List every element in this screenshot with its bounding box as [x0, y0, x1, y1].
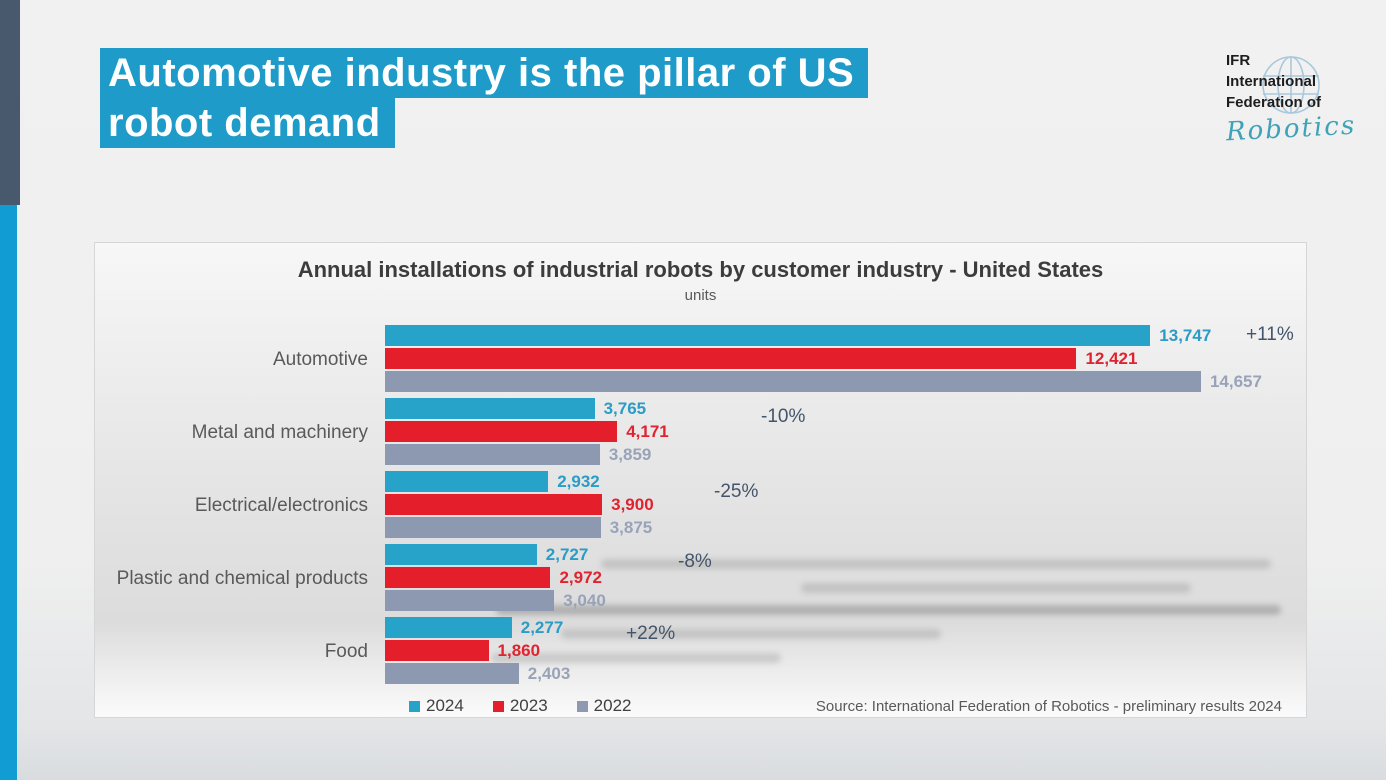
motion-blur-artifact	[496, 605, 1281, 615]
bar-group-2: Metal and machinery 3,765 4,171 3,859 -10%	[95, 396, 1306, 469]
legend-item-2023: 2023	[492, 696, 548, 716]
bar-2022	[385, 444, 600, 465]
legend-item-2022: 2022	[576, 696, 632, 716]
plot-area: 2,727 2,972 3,040 -8%	[385, 542, 1308, 615]
motion-blur-artifact	[801, 583, 1191, 593]
ifr-logo: IFR International Federation of Robotics	[1225, 50, 1376, 147]
bar-2022	[385, 517, 601, 538]
bar-2024	[385, 471, 549, 492]
value-label-2022: 3,859	[608, 445, 652, 464]
change-label: -10%	[761, 406, 806, 427]
plot-area: 2,932 3,900 3,875 -25%	[385, 469, 1308, 542]
bar-2023	[385, 348, 1077, 369]
motion-blur-artifact	[561, 629, 941, 639]
bar-2023	[385, 640, 489, 661]
chart-subtitle: units	[684, 287, 717, 304]
bar-2024	[385, 544, 537, 565]
legend-label: 2023	[509, 696, 548, 715]
slide-title: Automotive industry is the pillar of US …	[100, 48, 869, 148]
value-label-2024: 2,727	[545, 545, 589, 564]
logo-robotics-script: Robotics	[1225, 110, 1357, 148]
bar-2024	[385, 398, 595, 419]
change-label: -8%	[678, 551, 712, 572]
value-label-2024: 2,277	[520, 618, 564, 637]
bar-group-5: Food 2,277 1,860 2,403 +22%	[95, 615, 1306, 688]
bar-2024	[385, 617, 512, 638]
category-label: Plastic and chemical products	[116, 568, 368, 589]
accent-strip-dark	[0, 0, 20, 205]
value-label-2023: 4,171	[626, 422, 669, 441]
bar-2022	[385, 590, 555, 611]
legend-label: 2022	[593, 696, 632, 715]
motion-blur-artifact	[601, 559, 1271, 569]
slide-title-line-2: robot demand	[100, 98, 395, 148]
bar-2022	[385, 371, 1201, 392]
logo-line-federation: Federation of	[1226, 94, 1322, 111]
chart-rows: Automotive 13,747 12,421 14,657 +11% Metal an…	[95, 323, 1306, 688]
value-label-2024: 2,932	[557, 472, 600, 491]
value-label-2023: 1,860	[497, 641, 541, 660]
category-label: Automotive	[272, 349, 368, 370]
logo-line-international: International	[1226, 73, 1317, 90]
bar-group-3: Electrical/electronics 2,932 3,900 3,875 -25…	[95, 469, 1306, 542]
legend-swatch-icon	[492, 700, 504, 712]
slide-title-line-1: Automotive industry is the pillar of US	[100, 48, 869, 98]
plot-area: 13,747 12,421 14,657 +11%	[385, 323, 1308, 396]
change-label: -25%	[714, 481, 759, 502]
plot-area: 2,277 1,860 2,403 +22%	[385, 615, 1308, 688]
change-label: +11%	[1246, 324, 1294, 345]
category-label: Electrical/electronics	[194, 495, 368, 516]
bar-2024	[385, 325, 1151, 346]
bar-2023	[385, 567, 551, 588]
value-label-2023: 3,900	[611, 495, 654, 514]
source-note: Source: International Federation of Robo…	[815, 698, 1282, 715]
value-label-2022: 3,875	[609, 518, 653, 537]
globe-icon	[1262, 56, 1320, 114]
bar-group-1: Automotive 13,747 12,421 14,657 +11%	[95, 323, 1306, 396]
bar-2023	[385, 494, 603, 515]
chart-legend: 2024 2023 2022	[409, 696, 631, 716]
legend-swatch-icon	[576, 700, 588, 712]
value-label-2022: 14,657	[1209, 372, 1262, 391]
chart-panel: Annual installations of industrial robot…	[94, 242, 1307, 718]
motion-blur-artifact	[491, 653, 781, 663]
bar-2023	[385, 421, 618, 442]
change-label: +22%	[626, 623, 676, 644]
value-label-2024: 3,765	[603, 399, 647, 418]
bar-group-4: Plastic and chemical products 2,727 2,972 3…	[95, 542, 1306, 615]
accent-strip-cyan	[0, 205, 17, 780]
value-label-2022: 2,403	[527, 664, 571, 683]
plot-area: 3,765 4,171 3,859 -10%	[385, 396, 1308, 469]
category-label: Food	[324, 641, 368, 662]
category-label: Metal and machinery	[191, 422, 368, 443]
value-label-2022: 3,040	[563, 591, 606, 610]
bar-2022	[385, 663, 519, 684]
value-label-2023: 2,972	[559, 568, 602, 587]
legend-item-2024: 2024	[409, 696, 464, 716]
legend-label: 2024	[426, 696, 464, 715]
value-label-2023: 12,421	[1085, 349, 1138, 368]
legend-swatch-icon	[409, 700, 420, 712]
logo-line-ifr: IFR	[1226, 52, 1251, 69]
value-label-2024: 13,747	[1159, 326, 1212, 345]
chart-title: Annual installations of industrial robot…	[297, 257, 1104, 282]
